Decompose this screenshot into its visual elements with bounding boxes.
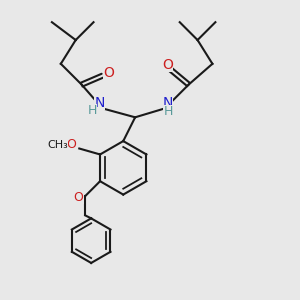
Text: N: N	[163, 96, 173, 110]
Text: O: O	[66, 138, 76, 152]
Text: N: N	[94, 96, 105, 110]
Text: O: O	[162, 58, 173, 72]
Text: O: O	[74, 191, 84, 204]
Text: CH₃: CH₃	[47, 140, 68, 150]
Text: O: O	[103, 66, 114, 80]
Text: H: H	[164, 106, 173, 118]
Text: H: H	[87, 104, 97, 117]
